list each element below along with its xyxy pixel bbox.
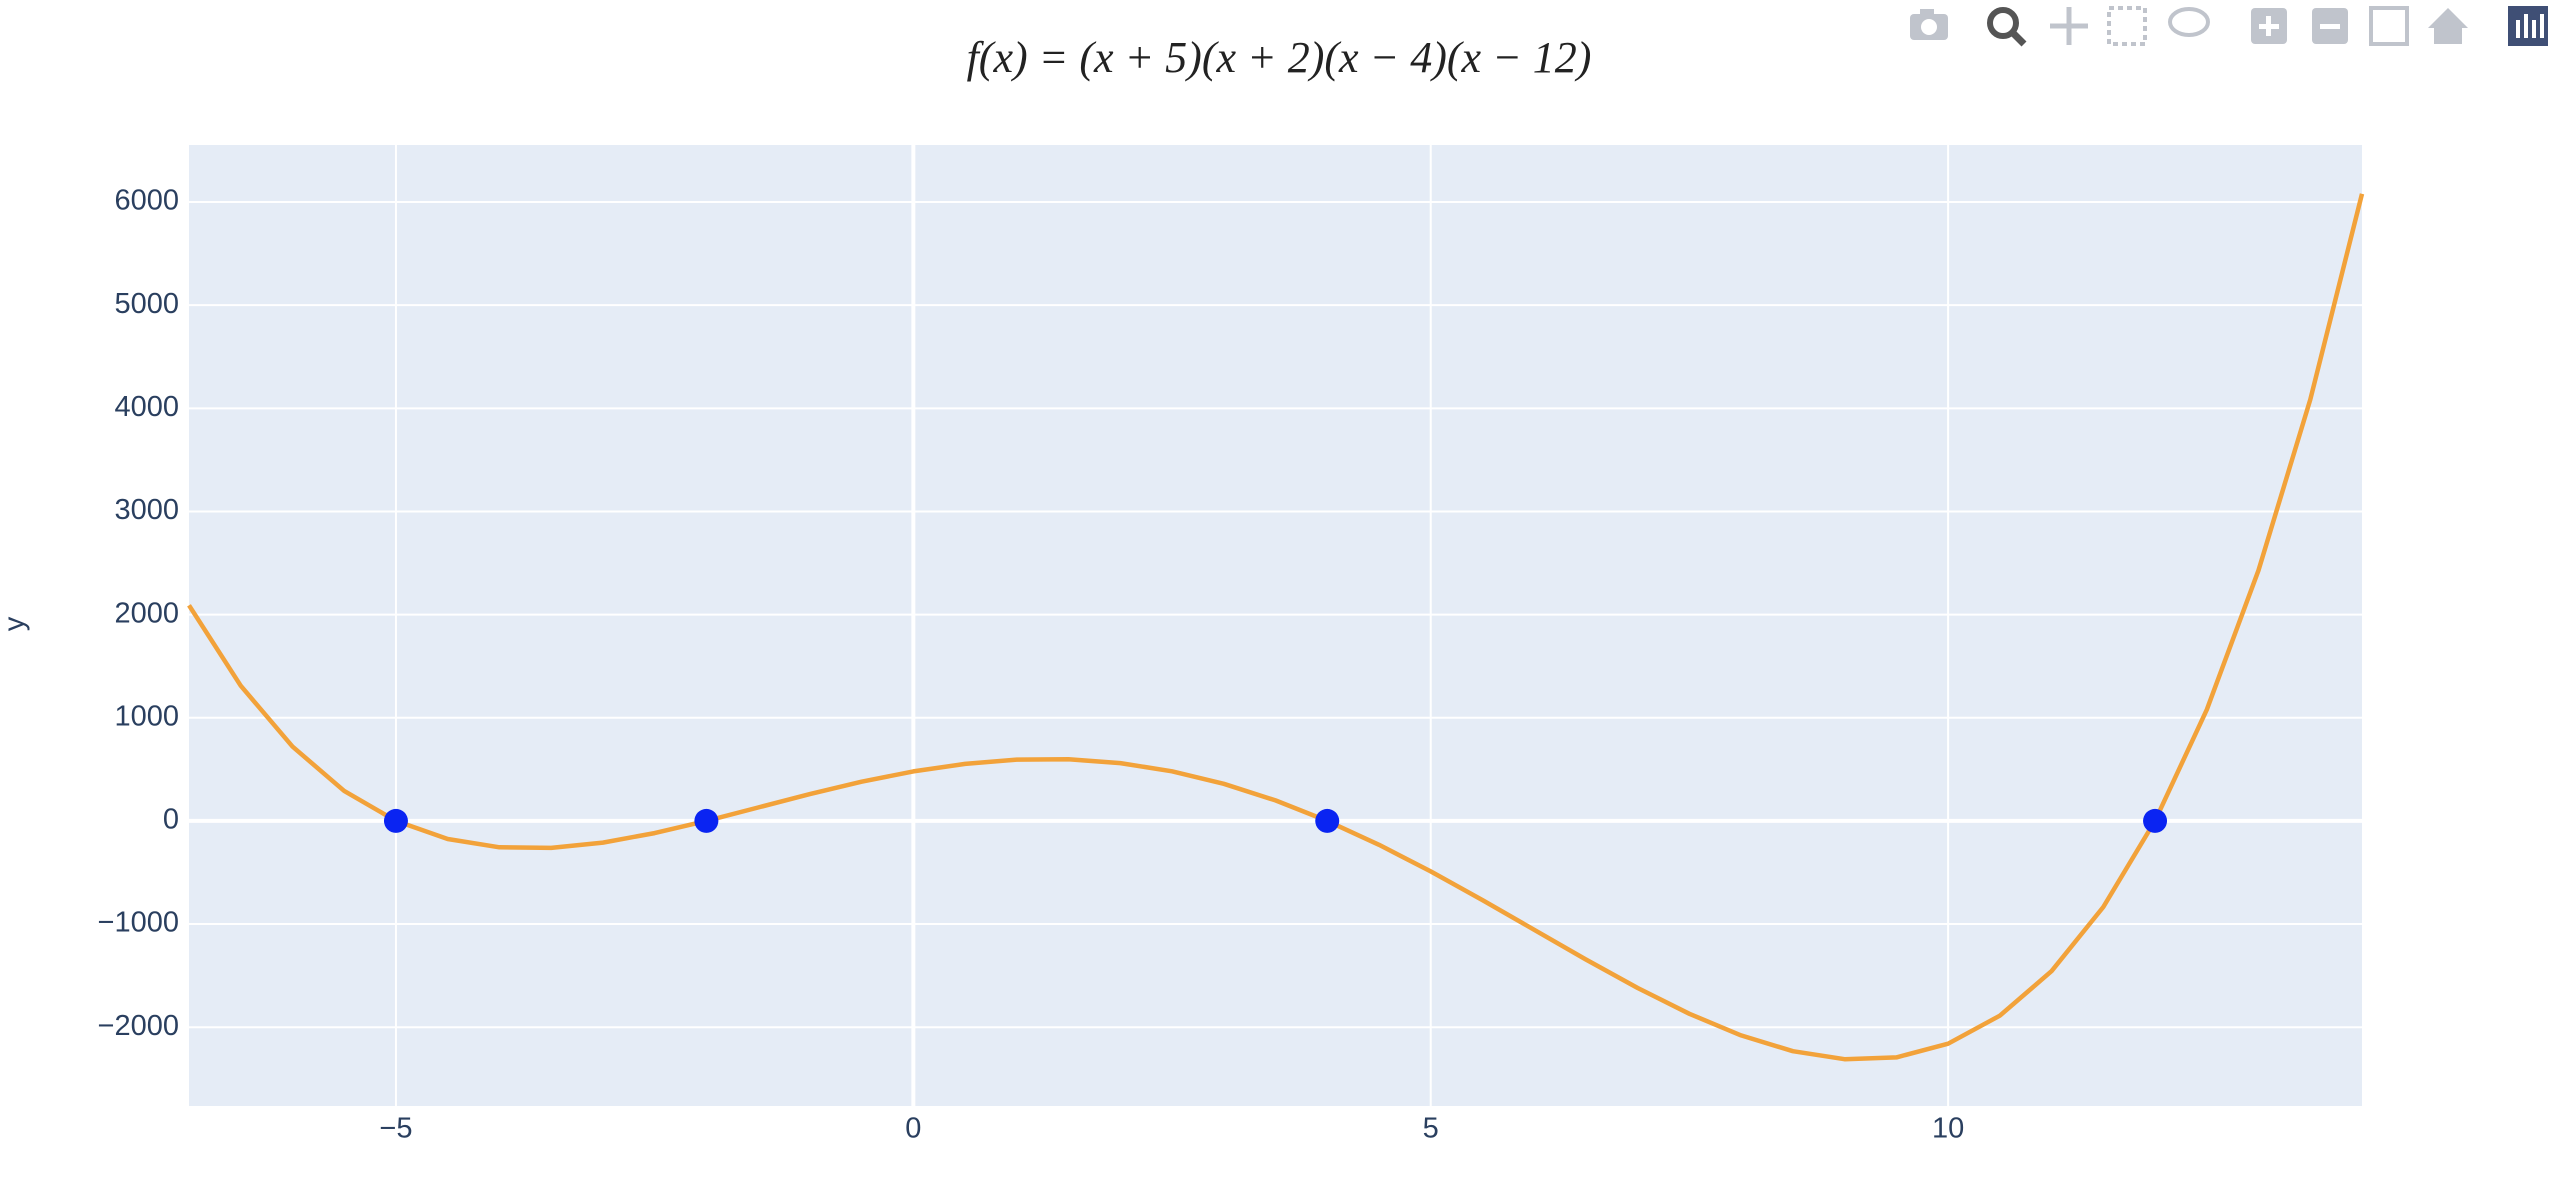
- camera-button[interactable]: [1910, 9, 1948, 40]
- box-select-button[interactable]: [2107, 6, 2147, 46]
- plot-area: [189, 145, 2362, 1106]
- y-tick-label: −2000: [98, 1010, 179, 1042]
- y-tick-label: 2000: [114, 597, 179, 629]
- y-tick-label: 1000: [114, 700, 179, 732]
- y-tick-label: 3000: [114, 494, 179, 526]
- marks: [187, 193, 2365, 1062]
- grid: [189, 145, 2362, 1106]
- y-tick-label: 4000: [114, 391, 179, 423]
- reset-button[interactable]: [2428, 8, 2468, 44]
- function-curve: [187, 193, 2365, 1062]
- zoom-in-button[interactable]: [2251, 8, 2287, 44]
- root-marker: [383, 808, 408, 833]
- zoom-button[interactable]: [1987, 7, 2027, 47]
- autoscale-button[interactable]: [2369, 6, 2409, 46]
- root-marker: [2143, 808, 2168, 833]
- y-tick-label: −1000: [98, 907, 179, 939]
- chart-title: f(x) = (x + 5)(x + 2)(x − 4)(x − 12): [967, 33, 1592, 82]
- y-axis-title: y: [0, 616, 31, 631]
- lasso-button[interactable]: [2168, 7, 2210, 37]
- x-tick-label: 10: [1932, 1113, 1964, 1145]
- modebar: [1910, 6, 2548, 47]
- pan-button[interactable]: [2050, 7, 2088, 45]
- x-tick-label: 5: [1423, 1113, 1439, 1145]
- root-marker: [1315, 808, 1340, 833]
- y-tick-label: 0: [163, 804, 179, 836]
- plotly-logo[interactable]: [2508, 6, 2548, 46]
- x-tick-label: 0: [905, 1113, 921, 1145]
- y-tick-label: 6000: [114, 185, 179, 217]
- y-tick-label: 5000: [114, 288, 179, 320]
- x-tick-label: −5: [379, 1113, 412, 1145]
- zoom-out-button[interactable]: [2312, 8, 2348, 44]
- root-marker: [694, 808, 719, 833]
